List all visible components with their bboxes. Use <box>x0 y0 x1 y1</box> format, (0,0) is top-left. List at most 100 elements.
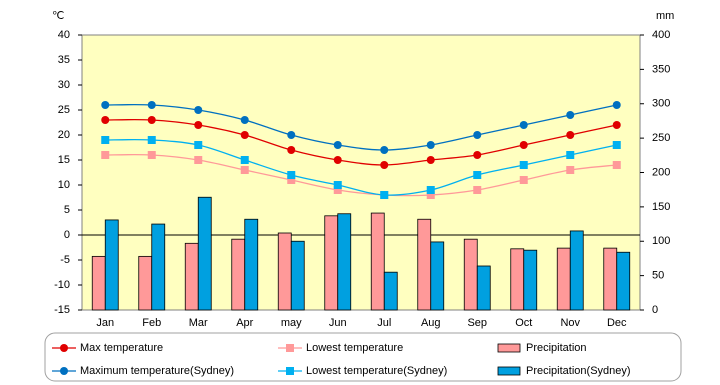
x-tick-label: Oct <box>515 317 532 329</box>
legend-marker <box>286 367 294 375</box>
marker <box>612 141 621 149</box>
bar <box>324 215 339 311</box>
bar <box>151 223 166 311</box>
y-tick-label: 40 <box>58 29 70 41</box>
marker <box>147 116 156 124</box>
bar <box>603 247 618 311</box>
y-tick-label: 35 <box>58 54 70 66</box>
legend-label: Lowest temperature(Sydney) <box>306 365 447 377</box>
marker <box>426 186 435 194</box>
marker <box>380 191 389 199</box>
marker <box>147 101 156 109</box>
marker <box>101 101 110 109</box>
bar <box>197 196 212 311</box>
y-tick-label: 5 <box>64 204 70 216</box>
marker <box>612 121 621 129</box>
bar <box>476 265 491 311</box>
marker <box>380 161 389 169</box>
marker <box>473 131 482 139</box>
bar <box>556 247 571 311</box>
marker <box>612 161 621 169</box>
y2-unit: mm <box>656 10 674 22</box>
bar <box>383 271 398 311</box>
x-tick-label: Feb <box>142 317 161 329</box>
x-tick-label: Jan <box>96 317 114 329</box>
bar <box>104 219 119 311</box>
legend-label: Maximum temperature(Sydney) <box>80 365 234 377</box>
bar <box>91 255 106 311</box>
y2-tick-label: 350 <box>652 63 670 75</box>
marker <box>566 151 575 159</box>
bar <box>337 213 352 311</box>
legend-label: Max temperature <box>80 342 163 354</box>
marker <box>147 151 156 159</box>
marker <box>287 146 296 154</box>
marker <box>287 131 296 139</box>
bar <box>569 230 584 311</box>
legend-label: Precipitation(Sydney) <box>526 365 631 377</box>
marker <box>147 136 156 144</box>
legend-swatch <box>497 366 521 376</box>
y2-tick-label: 50 <box>652 270 664 282</box>
marker <box>426 141 435 149</box>
legend-label: Lowest temperature <box>306 342 403 354</box>
x-tick-label: may <box>281 317 302 329</box>
marker <box>194 141 203 149</box>
y-tick-label: -5 <box>60 254 70 266</box>
marker <box>101 116 110 124</box>
marker <box>426 156 435 164</box>
marker <box>519 161 528 169</box>
bar <box>523 249 538 311</box>
y-tick-label: 10 <box>58 179 70 191</box>
legend-marker <box>286 344 294 352</box>
bar <box>510 248 525 311</box>
x-tick-label: Jun <box>329 317 347 329</box>
marker <box>380 146 389 154</box>
plot-area <box>81 34 641 311</box>
marker <box>194 106 203 114</box>
x-tick-label: Aug <box>421 317 441 329</box>
marker <box>519 176 528 184</box>
bar <box>370 212 385 311</box>
marker <box>473 186 482 194</box>
bar <box>231 238 246 311</box>
bar <box>138 255 153 311</box>
x-tick-label: Apr <box>236 317 253 329</box>
marker <box>287 176 296 184</box>
marker <box>519 121 528 129</box>
marker <box>566 131 575 139</box>
marker <box>566 166 575 174</box>
bar <box>417 218 432 311</box>
y-tick-label: -15 <box>54 304 70 316</box>
bar <box>184 242 199 311</box>
marker <box>101 136 110 144</box>
y2-tick-label: 250 <box>652 132 670 144</box>
y2-tick-label: 100 <box>652 235 670 247</box>
legend-marker <box>60 344 68 352</box>
marker <box>333 141 342 149</box>
marker <box>333 156 342 164</box>
bar <box>244 218 259 311</box>
bar <box>616 251 631 311</box>
marker <box>473 171 482 179</box>
bar <box>463 238 478 311</box>
bar <box>430 241 445 311</box>
legend-label: Precipitation <box>526 342 587 354</box>
y-tick-label: 25 <box>58 104 70 116</box>
marker <box>240 166 249 174</box>
marker <box>287 171 296 179</box>
marker <box>194 121 203 129</box>
y-tick-label: 0 <box>64 229 70 241</box>
x-tick-label: Mar <box>189 317 208 329</box>
legend-marker <box>60 367 68 375</box>
y-tick-label: -10 <box>54 279 70 291</box>
marker <box>333 181 342 189</box>
y-tick-label: 15 <box>58 154 70 166</box>
y-tick-label: 30 <box>58 79 70 91</box>
x-tick-label: Sep <box>467 317 487 329</box>
marker <box>473 151 482 159</box>
y2-tick-label: 300 <box>652 98 670 110</box>
y-unit: ℃ <box>52 10 64 22</box>
